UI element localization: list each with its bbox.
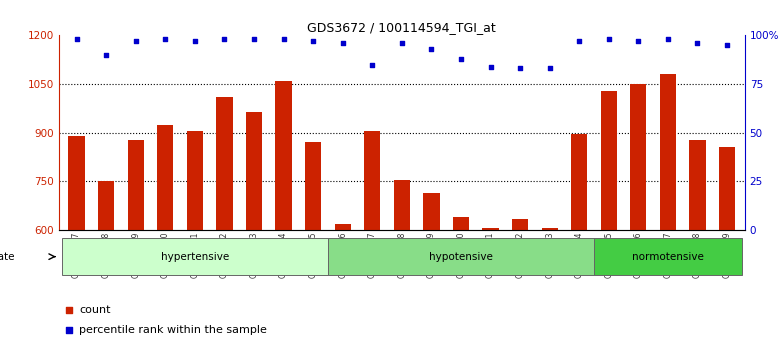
Bar (630, 84, 647, 230)
Point (63, 328, 75, 333)
Text: disease state: disease state (0, 252, 14, 262)
Point (218, 36, 230, 42)
Point (573, 38, 586, 44)
Point (63, 307, 75, 313)
Bar (512, 219, 528, 230)
Point (455, 56, 467, 62)
Bar (542, 228, 557, 230)
Text: hypertensive: hypertensive (161, 252, 229, 262)
Point (307, 38, 319, 44)
Bar (571, 135, 587, 230)
Point (395, 40, 408, 46)
Bar (689, 140, 706, 230)
Bar (364, 131, 380, 230)
Bar (394, 180, 410, 230)
Bar (335, 224, 350, 230)
Point (543, 65, 556, 71)
Bar (719, 147, 735, 230)
Text: normotensive: normotensive (632, 252, 704, 262)
Point (100, 52, 112, 58)
Bar (305, 142, 321, 230)
Bar (98, 181, 114, 230)
Point (366, 62, 379, 67)
Point (425, 46, 437, 52)
Point (720, 42, 733, 48)
Bar (216, 97, 233, 230)
Point (129, 38, 142, 44)
Text: percentile rank within the sample: percentile rank within the sample (79, 325, 267, 336)
FancyBboxPatch shape (62, 238, 328, 275)
Text: count: count (79, 305, 111, 315)
Bar (246, 112, 262, 230)
Bar (601, 91, 617, 230)
Point (485, 64, 497, 69)
FancyBboxPatch shape (594, 238, 742, 275)
Bar (275, 81, 292, 230)
Point (159, 36, 172, 42)
Point (71, 36, 83, 42)
Title: GDS3672 / 100114594_TGI_at: GDS3672 / 100114594_TGI_at (307, 21, 496, 34)
FancyBboxPatch shape (328, 238, 594, 275)
Point (662, 36, 674, 42)
Bar (660, 74, 676, 230)
Bar (423, 193, 440, 230)
Text: hypotensive: hypotensive (429, 252, 493, 262)
Point (188, 38, 201, 44)
Point (691, 40, 704, 46)
Bar (68, 136, 85, 230)
Point (336, 40, 349, 46)
Point (603, 36, 615, 42)
Point (514, 65, 526, 71)
Bar (128, 140, 143, 230)
Point (278, 36, 290, 42)
Bar (453, 217, 469, 230)
Point (248, 36, 260, 42)
Bar (187, 131, 203, 230)
Point (632, 38, 644, 44)
Bar (157, 125, 173, 230)
Bar (482, 228, 499, 230)
